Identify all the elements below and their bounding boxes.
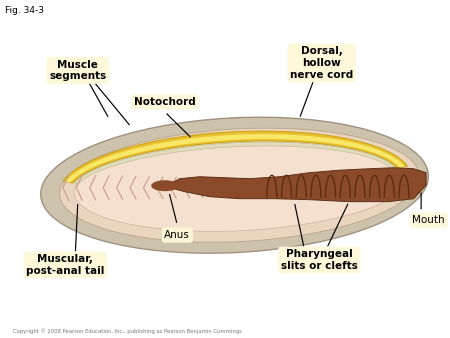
- Text: Dorsal,
hollow
nerve cord: Dorsal, hollow nerve cord: [290, 46, 353, 80]
- Ellipse shape: [60, 128, 419, 242]
- Text: Mouth: Mouth: [412, 215, 445, 225]
- Text: Muscle
segments: Muscle segments: [49, 60, 107, 81]
- Ellipse shape: [74, 137, 410, 231]
- Polygon shape: [74, 142, 396, 184]
- Text: Pharyngeal
slits or clefts: Pharyngeal slits or clefts: [281, 249, 358, 271]
- Ellipse shape: [151, 180, 179, 191]
- Polygon shape: [63, 131, 407, 183]
- Text: Notochord: Notochord: [134, 97, 196, 107]
- Text: Muscular,
post-anal tail: Muscular, post-anal tail: [26, 254, 104, 276]
- Text: Fig. 34-3: Fig. 34-3: [4, 6, 44, 15]
- Ellipse shape: [41, 117, 428, 253]
- Polygon shape: [167, 168, 426, 202]
- Text: Copyright © 2008 Pearson Education, Inc., publishing as Pearson Benjamin Cumming: Copyright © 2008 Pearson Education, Inc.…: [13, 329, 242, 334]
- Polygon shape: [155, 182, 177, 189]
- Polygon shape: [65, 134, 405, 183]
- Text: Anus: Anus: [164, 230, 190, 240]
